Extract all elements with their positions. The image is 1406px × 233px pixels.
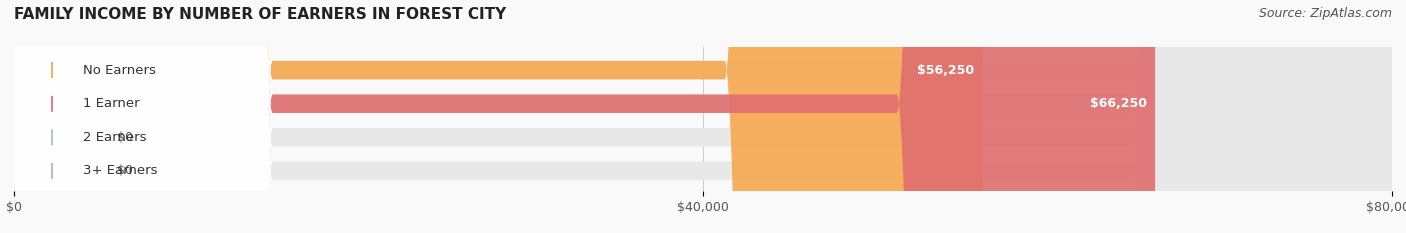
FancyBboxPatch shape [14, 0, 1156, 233]
Text: $0: $0 [118, 131, 134, 144]
FancyBboxPatch shape [14, 0, 1392, 233]
FancyBboxPatch shape [0, 0, 273, 233]
FancyBboxPatch shape [14, 0, 1392, 233]
FancyBboxPatch shape [14, 0, 91, 233]
FancyBboxPatch shape [14, 0, 983, 233]
FancyBboxPatch shape [0, 0, 273, 233]
Text: 1 Earner: 1 Earner [83, 97, 139, 110]
Text: FAMILY INCOME BY NUMBER OF EARNERS IN FOREST CITY: FAMILY INCOME BY NUMBER OF EARNERS IN FO… [14, 7, 506, 22]
Text: 2 Earners: 2 Earners [83, 131, 146, 144]
FancyBboxPatch shape [14, 0, 1392, 233]
FancyBboxPatch shape [0, 0, 273, 233]
Text: Source: ZipAtlas.com: Source: ZipAtlas.com [1258, 7, 1392, 20]
FancyBboxPatch shape [0, 0, 273, 233]
Text: $56,250: $56,250 [917, 64, 974, 77]
Text: 3+ Earners: 3+ Earners [83, 164, 157, 177]
Text: $66,250: $66,250 [1090, 97, 1146, 110]
Text: No Earners: No Earners [83, 64, 156, 77]
FancyBboxPatch shape [14, 0, 91, 233]
FancyBboxPatch shape [14, 0, 1392, 233]
Text: $0: $0 [118, 164, 134, 177]
